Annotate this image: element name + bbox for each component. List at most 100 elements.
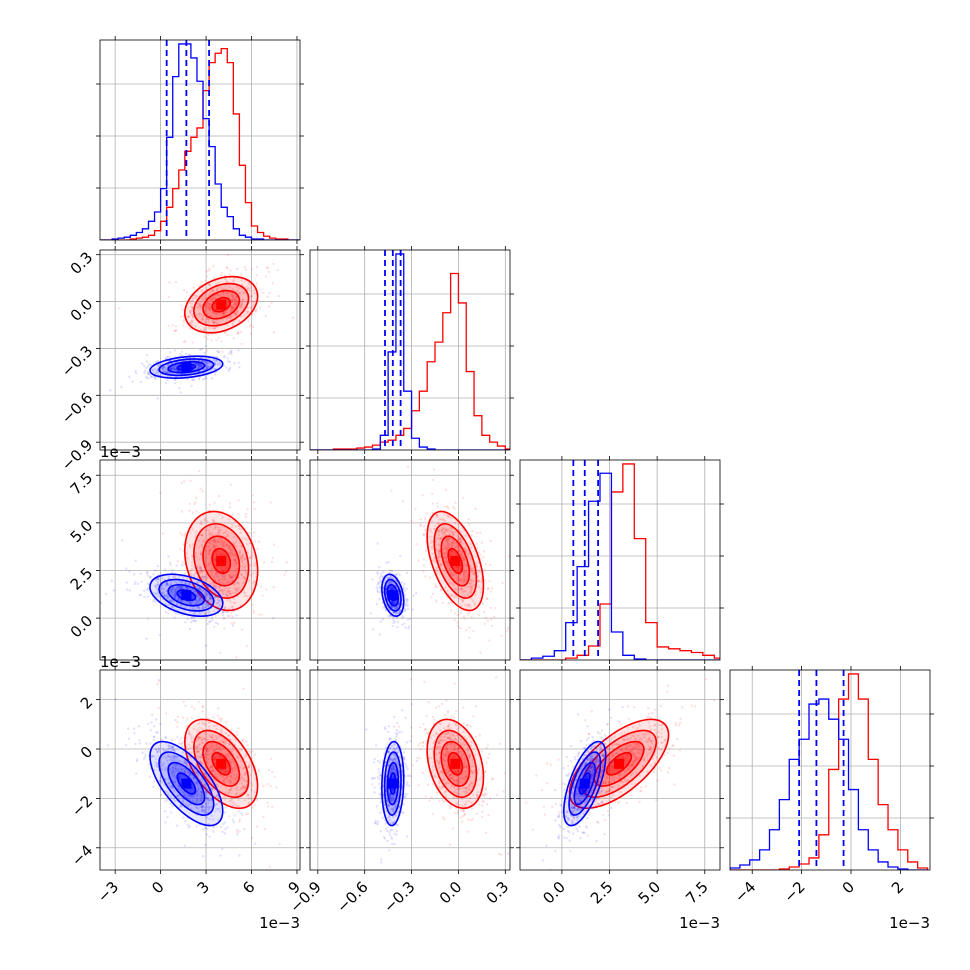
scatter-point [146,372,150,375]
scatter-point [205,360,209,364]
scatter-point [229,316,233,320]
scatter-point [410,519,413,522]
scatter-point [226,533,229,536]
scatter-point [221,610,225,614]
scatter-point [163,367,166,370]
scatter-point [189,545,192,549]
scatter-point [229,601,233,604]
scatter-point [445,539,449,542]
scatter-point [179,586,182,589]
scatter-point [434,524,437,528]
scatter-point [212,609,216,613]
scatter-point [470,588,474,591]
scatter-point [439,564,443,567]
scatter-point [204,644,207,647]
scatter-point [457,566,460,569]
scatter-point [209,284,212,287]
scatter-point [199,313,203,316]
scatter-point [474,562,478,565]
scatter-point [196,576,199,579]
scatter-point [446,589,449,592]
scatter-point [441,518,444,521]
scatter-point [232,597,236,600]
scatter-point [234,560,237,563]
scatter-point [443,575,447,578]
scatter-point [174,325,178,328]
scatter-point [445,537,448,540]
scatter-point [221,311,224,315]
scatter-point [242,687,245,690]
scatter-point [371,578,374,581]
scatter-point [423,517,427,521]
scatter-point [213,361,217,364]
scatter-point [489,606,493,610]
scatter-point [197,365,200,369]
scatter-point [197,362,201,366]
scatter-point [405,599,408,602]
scatter-point [173,378,177,381]
scatter-point [223,610,227,613]
scatter-point [190,378,194,381]
scatter-point [469,546,473,549]
scatter-point [153,367,157,371]
scatter-point [401,617,404,620]
scatter-point [193,612,196,616]
scatter-point [169,588,172,592]
scatter-point [143,589,146,592]
scatter-point [126,727,130,730]
scatter-point [238,818,242,821]
scatter-point [196,594,199,598]
scatter-point [179,391,182,394]
scatter-point [453,596,456,599]
scatter-point [285,245,287,247]
scatter-point [460,578,463,581]
scatter-point [171,569,174,572]
scatter-point [198,587,201,590]
scatter-point [178,352,182,356]
scatter-point [212,367,216,371]
scatter-point [236,332,240,335]
scatter-point [182,700,186,703]
scatter-point [167,612,170,615]
contour-line [184,510,259,612]
scatter-point [231,552,234,555]
scatter-point [210,581,213,585]
scatter-point [181,613,184,617]
scatter-point [228,506,232,509]
scatter-point [234,303,237,307]
scatter-point [197,593,201,597]
scatter-point [226,291,230,295]
scatter-point [245,312,248,315]
scatter-point [202,298,206,301]
scatter-point [234,559,237,562]
scatter-point [375,586,378,590]
scatter-point [212,716,215,719]
scatter-point [173,576,177,579]
scatter-point [446,544,449,547]
scatter-point [240,342,243,346]
scatter-point [198,566,202,570]
scatter-point [184,704,187,708]
scatter-point [160,592,164,595]
scatter-point [185,586,188,589]
scatter-point [242,591,245,594]
scatter-point [198,533,202,537]
scatter-point [439,536,443,540]
scatter-point [213,306,216,309]
scatter-point [476,580,480,583]
scatter-point [159,491,162,495]
scatter-point [197,592,200,596]
scatter-point [240,302,244,306]
scatter-point [252,501,255,504]
scatter-panel-2-0 [96,456,304,664]
scatter-point [224,291,227,295]
scatter-point [253,753,257,756]
scatter-point [203,602,207,606]
scatter-point [479,553,482,556]
scatter-point [146,371,150,374]
scatter-point [245,538,248,542]
scatter-point [422,525,426,528]
scatter-point [246,743,249,747]
scatter-point [208,548,211,552]
scatter-point [222,313,226,316]
